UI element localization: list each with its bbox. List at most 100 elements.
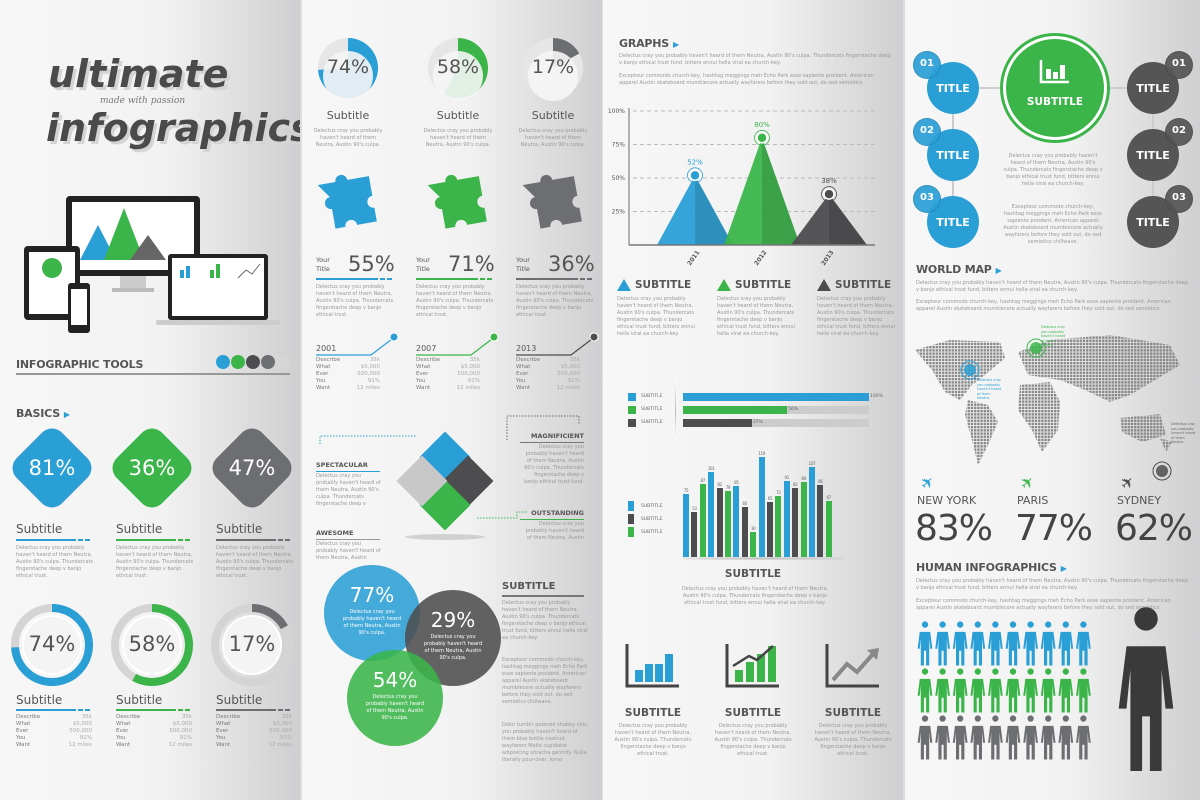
triangle-mark xyxy=(791,194,867,245)
underline xyxy=(516,278,578,280)
panel-cover: ultimate made with passion infographics … xyxy=(0,0,300,800)
person-large xyxy=(1118,607,1174,771)
table-value: 500,000 xyxy=(69,728,92,734)
infographic-tools-heading: INFOGRAPHIC TOOLS xyxy=(16,358,144,371)
number-circle xyxy=(913,118,941,146)
triangle-icon xyxy=(817,279,831,291)
description: Dolor tumblr polaroid shabby chic, you p… xyxy=(502,722,589,763)
description: Excepteur commodo church-key, hashtag me… xyxy=(502,657,588,705)
pie-badge xyxy=(318,38,378,101)
legend-swatch xyxy=(628,419,636,427)
timeline-year: 2001 xyxy=(316,344,337,353)
underline xyxy=(116,539,176,541)
table-row: What $5,000 xyxy=(416,364,480,371)
table-value: 35k xyxy=(181,714,192,720)
growth-chart-icon xyxy=(725,644,779,688)
person-icon xyxy=(970,621,986,666)
underline-dash xyxy=(380,278,385,280)
pie-value: 17% xyxy=(531,56,575,78)
table-row: Want 12 miles xyxy=(516,385,580,392)
peak-marker xyxy=(823,188,835,200)
legend-label: SUBTITLE xyxy=(641,530,663,535)
legend-swatch xyxy=(628,406,636,414)
puzzle-piece-icon xyxy=(317,174,377,229)
description: Excepteur commodo church-key, hashtag me… xyxy=(619,73,874,86)
subtitle-heading: SUBTITLE xyxy=(502,581,584,597)
pie-value: 74% xyxy=(326,56,370,78)
location-ring xyxy=(1152,461,1172,481)
table-label: What xyxy=(216,721,231,727)
triangle-icon xyxy=(617,279,631,291)
world-map-heading: WORLD MAP ▶ xyxy=(916,263,1002,276)
table-label: Describe xyxy=(516,357,541,363)
donut-value: 58% xyxy=(128,632,176,656)
tagline: made with passion xyxy=(100,96,186,106)
arrow-right-icon: ▶ xyxy=(995,266,1002,275)
table-label: Ever xyxy=(116,728,129,734)
person-icon xyxy=(935,668,950,713)
column-label: 86 xyxy=(818,478,823,484)
person-icon xyxy=(952,621,968,666)
description: Excepteur commodo church-key, hashtag me… xyxy=(1003,204,1103,245)
subtitle: Subtitle xyxy=(16,522,63,536)
underline-dash xyxy=(178,539,183,541)
underline-dash xyxy=(387,278,392,280)
person-icon xyxy=(988,715,1003,760)
center-subtitle: SUBTITLE xyxy=(1026,96,1084,108)
timeline-dot xyxy=(489,332,499,342)
arrow-right-icon: ▶ xyxy=(1060,564,1067,573)
venn-circle xyxy=(347,650,443,746)
table-row: What $5,000 xyxy=(216,721,292,728)
outstanding-text: Delectus cray you probably haven't heard… xyxy=(525,521,584,541)
table-value: $5,000 xyxy=(172,721,192,727)
column-label: 30 xyxy=(750,525,756,531)
table-label: What xyxy=(516,364,531,370)
subtitle: SUBTITLE xyxy=(735,279,792,291)
table-value: 12 miles xyxy=(456,385,480,391)
triangle-mark xyxy=(724,137,800,245)
table-row: You 91% xyxy=(16,735,92,742)
underline xyxy=(16,539,76,541)
number-label: 01 xyxy=(1172,58,1186,69)
underline-dash xyxy=(285,709,290,711)
human-infographics-heading-label: HUMAN INFOGRAPHICS xyxy=(916,561,1057,574)
table-label: Want xyxy=(516,385,531,391)
table-row: Ever 500,000 xyxy=(216,728,292,735)
underline-dash xyxy=(487,278,492,280)
city-name: PARIS xyxy=(1017,494,1049,507)
table-label: What xyxy=(416,364,431,370)
city-name: NEW YORK xyxy=(917,494,977,507)
table-label: What xyxy=(16,721,31,727)
description: Delectus cray you probably haven't heard… xyxy=(116,545,194,579)
column-label: 79 xyxy=(725,484,731,490)
map-note: Delectus cray you probably haven't heard… xyxy=(1171,422,1196,444)
pie-center xyxy=(528,51,578,101)
hbar-fill xyxy=(683,419,752,427)
y-tick-label: 100% xyxy=(608,108,625,115)
number-circle xyxy=(1165,51,1193,79)
puzzle-piece-icon xyxy=(427,174,487,229)
table-value: 35k xyxy=(569,357,580,363)
table-row: Want 12 miles xyxy=(316,385,380,392)
underline-dash xyxy=(185,709,190,711)
subtitle: SUBTITLE xyxy=(724,707,782,719)
bar-chart-icon xyxy=(1039,60,1069,84)
palette-swatch xyxy=(261,355,275,369)
underline-dash xyxy=(78,539,83,541)
column-bar xyxy=(817,484,824,557)
table-value: 500,000 xyxy=(457,371,480,377)
table-value: 91% xyxy=(367,378,380,384)
table-label: Describe xyxy=(116,714,141,720)
person-icon xyxy=(1023,668,1038,713)
panel-charts: 74% Subtitle Delectus cray you probably ha… xyxy=(302,0,602,800)
stat-value: 55% xyxy=(348,252,395,276)
city-value: 83% xyxy=(915,508,993,549)
y-tick-label: 50% xyxy=(612,175,626,182)
person-icon xyxy=(1023,621,1038,666)
title-label: TITLE xyxy=(936,82,970,95)
legend-swatch xyxy=(628,501,634,511)
table-row: What $5,000 xyxy=(116,721,192,728)
column-bar xyxy=(716,488,723,557)
pie-badge xyxy=(523,38,583,101)
table-row: Describe 35k xyxy=(116,714,192,721)
